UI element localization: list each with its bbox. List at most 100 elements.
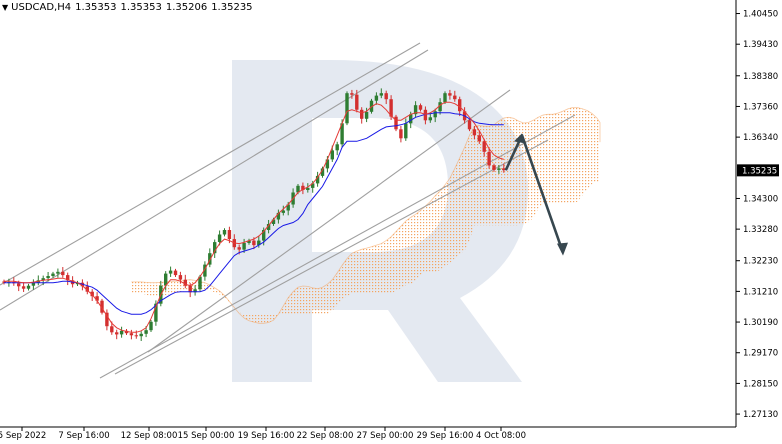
candle-27 xyxy=(129,329,134,340)
candle-body xyxy=(164,273,168,286)
candle-89 xyxy=(433,108,437,123)
candle-body xyxy=(21,286,26,289)
candle-body xyxy=(61,271,65,276)
candle-81 xyxy=(394,114,398,132)
candle-85 xyxy=(413,101,418,118)
candle-38 xyxy=(183,274,187,289)
candle-body xyxy=(173,270,178,276)
close-value: 1.35235 xyxy=(211,2,253,13)
candle-71 xyxy=(345,91,349,126)
candle-body xyxy=(85,286,89,292)
candle-body xyxy=(110,326,114,333)
candle-34 xyxy=(164,271,168,291)
candle-45 xyxy=(217,230,222,246)
candle-42 xyxy=(203,261,207,281)
candle-body xyxy=(115,332,119,335)
candle-72 xyxy=(350,89,354,99)
y-tick-label-3: 1.38380 xyxy=(743,72,778,82)
candle-74 xyxy=(360,107,364,124)
candle-12 xyxy=(56,268,60,278)
candle-body xyxy=(237,247,241,250)
candle-body xyxy=(394,116,398,130)
candle-86 xyxy=(418,103,423,112)
candle-82 xyxy=(399,125,403,143)
candle-body xyxy=(428,117,432,121)
candle-90 xyxy=(438,98,442,115)
y-tick-label-5: 1.36340 xyxy=(743,133,778,143)
x-tick-label-8: 29 Sep 16:00 xyxy=(417,431,474,441)
candle-62 xyxy=(301,182,305,195)
candle-79 xyxy=(384,90,388,105)
candle-50 xyxy=(242,238,246,253)
candle-body xyxy=(75,282,80,285)
candle-body xyxy=(2,281,6,283)
candle-body xyxy=(31,282,36,286)
cloud-fill xyxy=(131,107,600,324)
candle-body xyxy=(487,151,491,166)
trend-line-3 xyxy=(147,89,511,353)
candle-14 xyxy=(66,272,70,286)
forecast-arrows xyxy=(504,133,568,256)
candle-body xyxy=(188,285,192,293)
candlestick-series xyxy=(2,88,506,341)
candle-body xyxy=(384,93,388,100)
candle-7 xyxy=(31,279,36,290)
candle-body xyxy=(364,111,369,119)
candle-body xyxy=(379,93,383,96)
candle-66 xyxy=(320,166,325,178)
current-price-label: 1.35235 xyxy=(742,166,777,176)
candle-body xyxy=(345,93,349,124)
candle-body xyxy=(95,296,99,301)
candle-41 xyxy=(198,274,202,292)
high-value: 1.35353 xyxy=(120,2,162,13)
candle-body xyxy=(134,335,138,337)
candle-body xyxy=(320,168,325,176)
symbol-label: USDCAD,H4 xyxy=(11,2,72,13)
candle-78 xyxy=(379,88,383,99)
candle-13 xyxy=(61,267,65,278)
candle-body xyxy=(46,276,50,279)
y-tick-label-10: 1.31210 xyxy=(743,287,778,297)
candle-body xyxy=(51,273,55,276)
candle-body xyxy=(247,240,251,243)
candle-body xyxy=(227,230,232,239)
candle-25 xyxy=(119,326,124,338)
candle-body xyxy=(399,129,403,139)
candle-44 xyxy=(213,239,217,259)
trend-line-5 xyxy=(114,139,549,375)
candle-65 xyxy=(315,171,320,187)
candle-body xyxy=(453,95,457,100)
axes xyxy=(0,0,737,428)
triangle-down-icon[interactable]: ▼ xyxy=(2,3,9,12)
y-tick-label-13: 1.28150 xyxy=(743,379,778,389)
candle-69 xyxy=(335,141,339,156)
candle-35 xyxy=(168,266,173,277)
candle-58 xyxy=(281,205,285,216)
candle-body xyxy=(119,330,124,335)
ichimoku-cloud xyxy=(131,107,601,324)
candle-body xyxy=(266,224,271,230)
candle-body xyxy=(66,275,70,281)
candle-87 xyxy=(423,106,428,125)
candle-8 xyxy=(36,275,40,286)
candle-99 xyxy=(482,138,486,157)
candle-40 xyxy=(193,285,197,296)
y-tick-label-11: 1.30190 xyxy=(743,318,778,328)
candle-102 xyxy=(497,165,501,174)
candle-body xyxy=(330,150,334,160)
candle-body xyxy=(472,129,477,136)
candle-83 xyxy=(404,118,408,141)
y-tick-label-2: 1.39430 xyxy=(743,40,778,50)
candle-body xyxy=(178,275,183,280)
candle-body xyxy=(90,291,94,297)
candle-51 xyxy=(247,238,251,245)
candle-body xyxy=(355,94,359,110)
candle-6 xyxy=(26,283,31,291)
candle-92 xyxy=(448,89,452,100)
candle-31 xyxy=(149,319,153,332)
forecast-arrowhead-down xyxy=(557,242,568,256)
candle-100 xyxy=(487,147,491,169)
current-price-box xyxy=(737,164,779,177)
candle-body xyxy=(222,230,227,235)
trend-line-4 xyxy=(99,114,576,379)
